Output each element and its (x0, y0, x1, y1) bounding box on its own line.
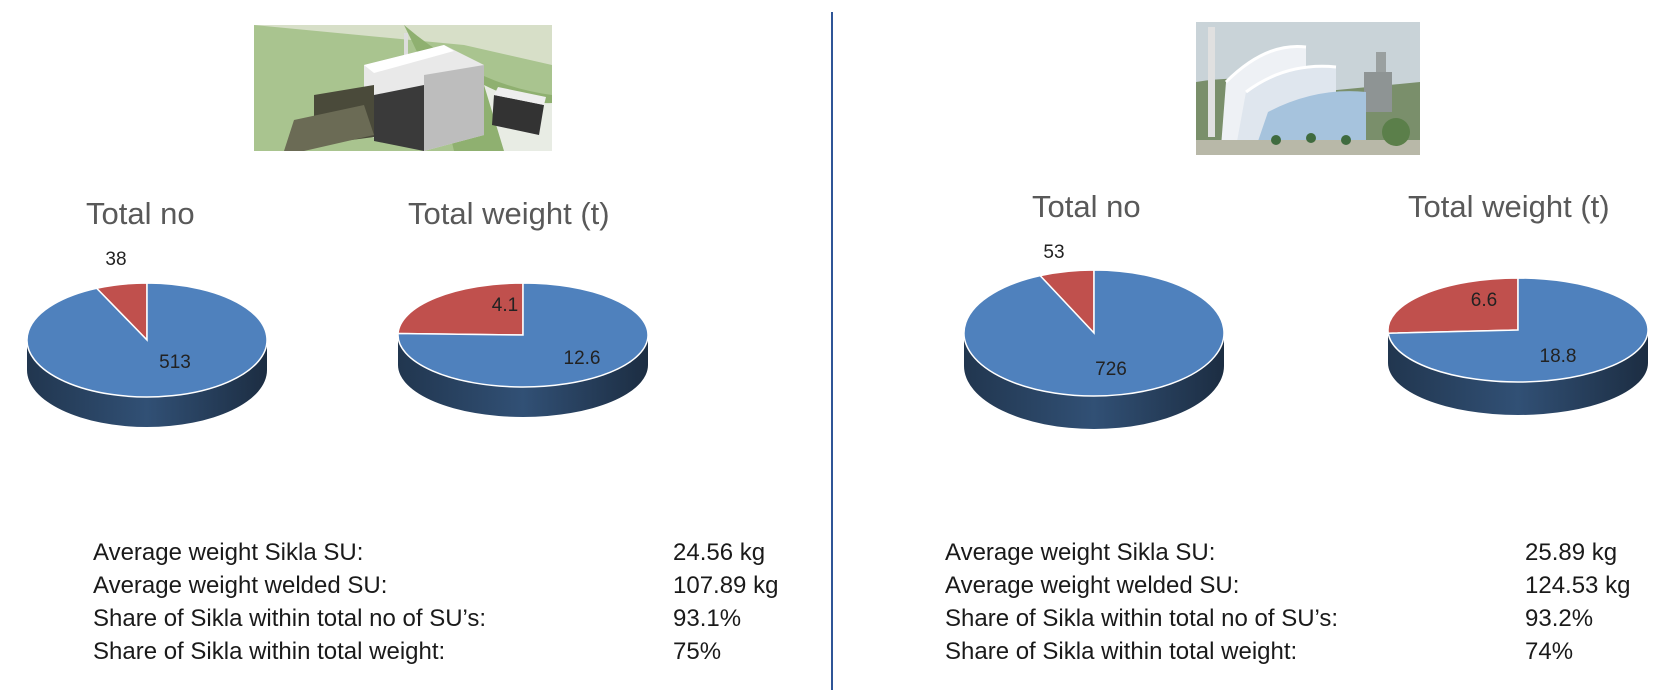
stat-label: Share of Sikla within total weight: (93, 638, 446, 665)
data-label-sikla: 726 (1095, 359, 1127, 380)
right-panel: Total no Total weight (t) 726 53 18.8 6.6 … (834, 0, 1673, 688)
stat-row: Share of Sikla within total no of SU’s: … (945, 602, 1665, 635)
stat-label: Average weight welded SU: (93, 572, 388, 599)
stat-value: 75% (673, 638, 722, 665)
pie-slice-sikla (26, 282, 268, 398)
stats-list: Average weight Sikla SU: 24.56 kg Averag… (93, 536, 813, 668)
data-label-welded: 4.1 (492, 295, 518, 316)
stat-row: Average weight welded SU: 124.53 kg (945, 569, 1665, 602)
stat-value: 25.89 kg (1525, 539, 1618, 566)
pie-slice-sikla (397, 282, 649, 388)
stat-row: Average weight welded SU: 107.89 kg (93, 569, 813, 602)
pie-slice-sikla (1387, 277, 1649, 383)
data-label-welded: 6.6 (1471, 290, 1497, 311)
pie-slice-welded (1387, 277, 1519, 334)
pie-chart-total-weight: 18.8 6.6 (1387, 277, 1649, 415)
data-label-sikla: 12.6 (564, 348, 601, 369)
data-label-sikla: 18.8 (1540, 346, 1577, 367)
stat-label: Average weight Sikla SU: (93, 539, 364, 566)
stat-value: 93.2% (1525, 605, 1594, 632)
pie-side-wall (964, 333, 1224, 429)
chart-title-total-no: Total no (86, 196, 195, 231)
stat-value: 93.1% (673, 605, 742, 632)
stat-label: Average weight Sikla SU: (945, 539, 1216, 566)
pie-slice-sikla (963, 269, 1225, 397)
stat-label: Share of Sikla within total no of SU’s: (93, 605, 487, 632)
pie-chart-total-no: 513 38 (26, 249, 268, 427)
pie-side-wall (398, 335, 648, 417)
stat-value: 124.53 kg (1525, 572, 1631, 599)
stat-row: Share of Sikla within total no of SU’s: … (93, 602, 813, 635)
power-plant-image (1196, 22, 1420, 155)
left-panel: Total no Total weight (t) 513 38 12.6 4.1 … (0, 0, 830, 688)
stat-label: Average weight welded SU: (945, 572, 1240, 599)
chart-title-total-weight: Total weight (t) (1408, 189, 1610, 224)
pie-side-wall (27, 340, 267, 427)
stat-label: Share of Sikla within total no of SU’s: (945, 605, 1339, 632)
pie-side-wall (1388, 330, 1648, 415)
stat-row: Average weight Sikla SU: 24.56 kg (93, 536, 813, 569)
data-label-welded: 38 (105, 249, 126, 270)
plant-rendering-image (254, 25, 552, 151)
data-label-welded: 53 (1043, 242, 1064, 263)
stat-value: 107.89 kg (673, 572, 779, 599)
stat-value: 74% (1525, 638, 1574, 665)
stat-row: Share of Sikla within total weight: 74% (945, 635, 1665, 668)
stat-label: Share of Sikla within total weight: (945, 638, 1298, 665)
pie-chart-total-weight: 12.6 4.1 (397, 282, 649, 417)
stat-row: Average weight Sikla SU: 25.89 kg (945, 536, 1665, 569)
chart-title-total-no: Total no (1032, 189, 1141, 224)
stat-value: 24.56 kg (673, 539, 766, 566)
chart-title-total-weight: Total weight (t) (408, 196, 610, 231)
data-label-sikla: 513 (159, 352, 191, 373)
panel-divider (831, 12, 833, 690)
pie-slice-welded (397, 282, 524, 336)
pie-chart-total-no: 726 53 (963, 242, 1225, 429)
stats-list: Average weight Sikla SU: 25.89 kg Averag… (945, 536, 1665, 668)
stat-row: Share of Sikla within total weight: 75% (93, 635, 813, 668)
